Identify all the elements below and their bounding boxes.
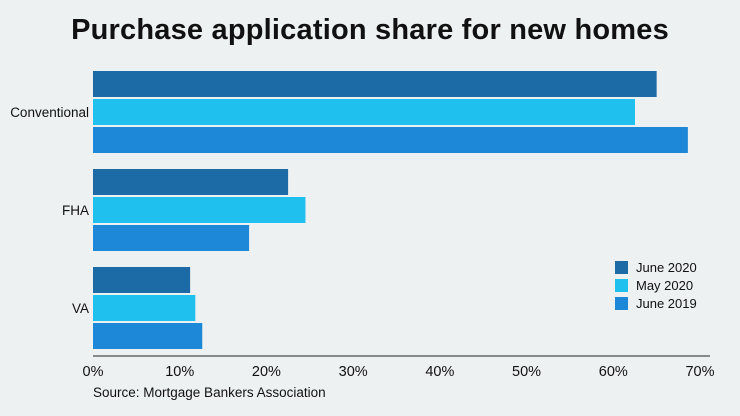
legend: June 2020 May 2020 June 2019: [615, 260, 697, 311]
chart-title: Purchase application share for new homes: [71, 14, 669, 46]
legend-label: May 2020: [636, 278, 693, 293]
bar-va-june-2020: [93, 267, 191, 293]
category-label: Conventional: [10, 105, 89, 120]
legend-swatch: [615, 261, 628, 274]
category-label: VA: [72, 301, 89, 316]
x-tick-label: 10%: [165, 364, 194, 380]
bar-fha-june-2019: [93, 225, 250, 251]
x-tick-label: 50%: [512, 364, 541, 380]
x-tick-label: 0%: [83, 364, 104, 380]
bar-fha-june-2020: [93, 169, 289, 195]
legend-swatch: [615, 297, 628, 310]
bar-conventional-june-2020: [93, 71, 657, 97]
x-axis-ticks: 0% 10% 20% 30% 40% 50% 60% 70%: [83, 364, 715, 380]
category-label: FHA: [62, 203, 89, 218]
x-tick-label: 60%: [599, 364, 628, 380]
x-tick-label: 30%: [339, 364, 368, 380]
legend-label: June 2019: [636, 296, 697, 311]
bar-va-may-2020: [93, 295, 196, 321]
bar-conventional-june-2019: [93, 127, 688, 153]
x-tick-label: 70%: [685, 364, 714, 380]
bar-va-june-2019: [93, 323, 203, 349]
bars-group: [93, 71, 688, 349]
x-tick-label: 20%: [252, 364, 281, 380]
bar-fha-may-2020: [93, 197, 306, 223]
legend-swatch: [615, 279, 628, 292]
category-labels: Conventional FHA VA: [10, 105, 89, 316]
source-note: Source: Mortgage Bankers Association: [93, 385, 326, 400]
x-tick-label: 40%: [425, 364, 454, 380]
bar-conventional-may-2020: [93, 99, 635, 125]
legend-label: June 2020: [636, 260, 697, 275]
